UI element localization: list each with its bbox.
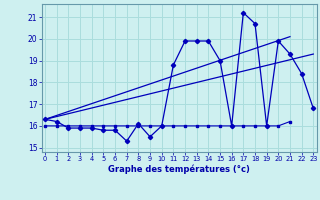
X-axis label: Graphe des températures (°c): Graphe des températures (°c) (108, 165, 250, 174)
